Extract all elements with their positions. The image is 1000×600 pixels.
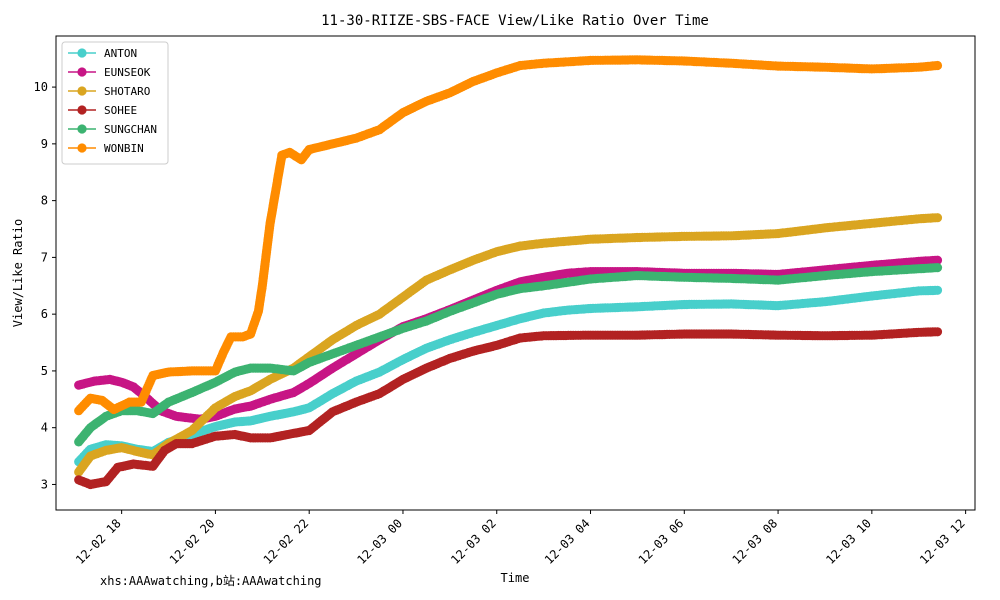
y-tick-label: 10	[34, 80, 48, 94]
y-tick-label: 3	[41, 477, 48, 491]
plot-area	[55, 35, 976, 511]
legend-marker	[77, 105, 87, 115]
legend-marker	[77, 48, 87, 58]
legend-label: SHOTARO	[104, 85, 150, 98]
y-tick-label: 7	[41, 250, 48, 264]
y-tick-label: 9	[41, 137, 48, 151]
x-axis-label: Time	[501, 571, 530, 585]
legend-marker	[77, 124, 87, 134]
legend-item: WONBIN	[68, 142, 144, 155]
data-point	[932, 285, 943, 295]
data-point	[932, 255, 943, 265]
data-point	[932, 60, 943, 71]
y-tick-label: 6	[41, 307, 48, 321]
axes-frame	[55, 35, 976, 511]
legend-label: ANTON	[104, 47, 137, 60]
legend-marker	[77, 143, 87, 153]
watermark-text: xhs:AAAwatching,b站:AAAwatching	[100, 574, 322, 588]
series-anton	[74, 285, 943, 467]
legend-item: SOHEE	[68, 104, 137, 117]
y-axis: 3 4 5 6 7 8 9 10	[34, 80, 56, 491]
legend-label: EUNSEOK	[104, 66, 151, 79]
legend-label: SUNGCHAN	[104, 123, 157, 136]
legend-label: WONBIN	[104, 142, 144, 155]
data-point	[932, 327, 943, 337]
legend: ANTON EUNSEOK SHOTARO SOHEE SUNGCHAN WONBIN	[61, 41, 169, 165]
chart-title: 11-30-RIIZE-SBS-FACE View/Like Ratio Ove…	[321, 13, 709, 29]
y-axis-label: View/Like Ratio	[11, 219, 25, 327]
legend-item: SUNGCHAN	[68, 123, 157, 136]
series-sohee	[74, 327, 943, 490]
legend-item: SHOTARO	[68, 85, 150, 98]
series-sungchan	[74, 263, 943, 447]
legend-marker	[77, 67, 87, 77]
series-wonbin	[74, 55, 943, 416]
y-tick-label: 4	[41, 421, 48, 435]
legend-marker	[77, 86, 87, 96]
y-tick-label: 8	[41, 194, 48, 208]
data-point	[932, 263, 943, 273]
legend-item: EUNSEOK	[68, 66, 151, 79]
legend-item: ANTON	[68, 47, 137, 60]
y-tick-label: 5	[41, 364, 48, 378]
data-point	[932, 213, 943, 223]
legend-label: SOHEE	[104, 104, 137, 117]
